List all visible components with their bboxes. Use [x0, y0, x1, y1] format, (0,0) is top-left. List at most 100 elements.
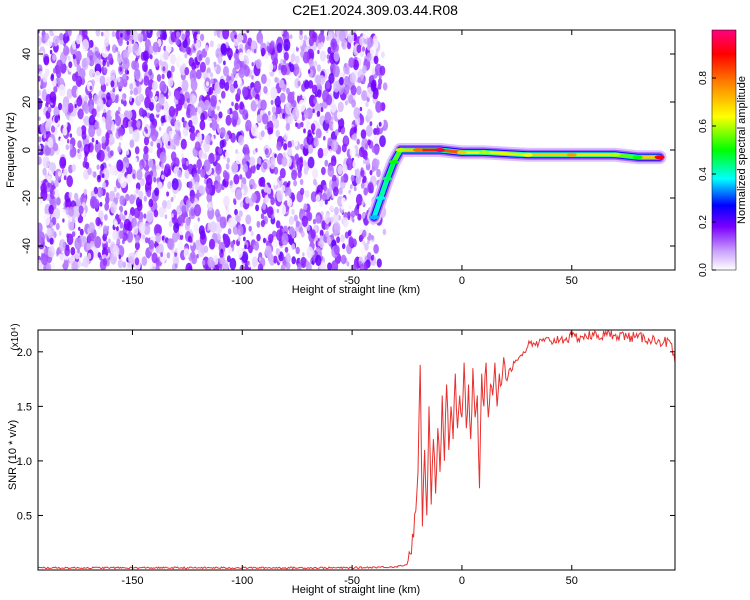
ridge-point — [566, 152, 577, 157]
noise-speckle — [166, 191, 170, 197]
noise-speckle — [371, 235, 374, 240]
noise-speckle — [81, 202, 86, 208]
noise-speckle — [102, 181, 107, 190]
noise-speckle — [303, 203, 308, 211]
noise-speckle — [172, 144, 176, 150]
noise-speckle — [357, 153, 360, 158]
noise-speckle — [200, 113, 206, 122]
noise-speckle — [38, 75, 41, 82]
noise-speckle — [38, 116, 41, 121]
noise-speckle — [296, 164, 301, 171]
noise-speckle — [329, 203, 334, 212]
noise-speckle — [333, 186, 339, 197]
noise-speckle — [225, 163, 230, 170]
noise-speckle — [104, 214, 108, 221]
noise-speckle — [319, 239, 325, 249]
noise-speckle — [148, 91, 153, 99]
noise-speckle — [67, 102, 74, 113]
noise-speckle — [382, 228, 387, 236]
ridge-point — [478, 150, 489, 155]
noise-speckle — [344, 63, 347, 68]
noise-speckle — [98, 149, 105, 162]
noise-speckle — [155, 232, 162, 244]
noise-speckle — [323, 184, 328, 192]
noise-speckle — [171, 178, 179, 191]
noise-speckle — [362, 240, 366, 246]
noise-speckle — [189, 237, 193, 243]
noise-speckle — [183, 102, 188, 109]
noise-speckle — [141, 109, 145, 116]
noise-speckle — [47, 182, 51, 188]
noise-speckle — [217, 55, 223, 64]
noise-speckle — [207, 226, 210, 232]
noise-speckle — [144, 96, 151, 109]
top-y-ticks: -40 -20 0 20 40 — [21, 48, 675, 254]
noise-speckle — [88, 115, 96, 127]
noise-speckle — [167, 181, 172, 190]
noise-speckle — [38, 136, 42, 143]
noise-speckle — [142, 50, 149, 61]
noise-speckle — [362, 65, 367, 74]
noise-speckle — [332, 121, 339, 132]
noise-speckle — [235, 48, 239, 54]
noise-speckle — [196, 69, 202, 80]
noise-speckle — [283, 38, 291, 52]
noise-speckle — [179, 81, 183, 87]
noise-speckle — [276, 208, 279, 214]
noise-speckle — [324, 159, 329, 167]
noise-speckle — [306, 133, 314, 146]
noise-speckle — [134, 241, 140, 251]
noise-speckle — [361, 46, 366, 52]
noise-speckle — [131, 97, 135, 103]
noise-speckle — [351, 264, 357, 270]
noise-speckle — [69, 115, 74, 124]
noise-speckle — [343, 84, 350, 95]
noise-speckle — [237, 33, 243, 43]
noise-speckle — [158, 207, 165, 218]
noise-speckle — [176, 31, 180, 39]
noise-speckle — [264, 148, 269, 156]
noise-speckle — [273, 57, 279, 66]
noise-speckle — [288, 226, 295, 237]
noise-speckle — [299, 30, 303, 36]
noise-speckle — [333, 244, 340, 256]
noise-speckle — [206, 81, 209, 87]
noise-speckle — [367, 139, 371, 146]
noise-speckle — [122, 261, 127, 269]
noise-speckle — [69, 148, 76, 158]
noise-speckle — [199, 120, 206, 131]
noise-speckle — [134, 157, 138, 164]
noise-speckle — [117, 209, 121, 215]
noise-speckle — [116, 238, 121, 246]
noise-speckle — [267, 127, 272, 135]
noise-speckle — [113, 186, 117, 193]
noise-speckle — [63, 120, 68, 129]
noise-speckle — [81, 262, 84, 267]
noise-speckle — [244, 244, 247, 250]
ridge-point — [456, 150, 467, 155]
noise-speckle — [376, 168, 381, 178]
noise-speckle — [255, 204, 260, 212]
chart-title: C2E1.2024.309.03.44.R08 — [292, 2, 458, 18]
noise-speckle — [117, 50, 120, 56]
noise-speckle — [191, 62, 197, 71]
noise-speckle — [199, 61, 206, 73]
noise-speckle — [376, 155, 380, 161]
noise-speckle — [281, 83, 287, 93]
noise-speckle — [234, 166, 238, 173]
noise-speckle — [219, 127, 226, 138]
noise-speckle — [213, 61, 217, 68]
ridge-point — [395, 148, 406, 152]
noise-speckle — [365, 101, 369, 108]
noise-speckle — [109, 165, 116, 176]
noise-speckle — [305, 260, 310, 268]
noise-speckle — [215, 182, 222, 194]
noise-speckle — [75, 34, 82, 45]
noise-speckle — [147, 30, 151, 33]
noise-speckle — [298, 99, 306, 112]
noise-speckle — [342, 217, 349, 228]
noise-speckle — [161, 235, 165, 241]
noise-speckle — [300, 143, 304, 150]
noise-speckle — [303, 34, 307, 41]
